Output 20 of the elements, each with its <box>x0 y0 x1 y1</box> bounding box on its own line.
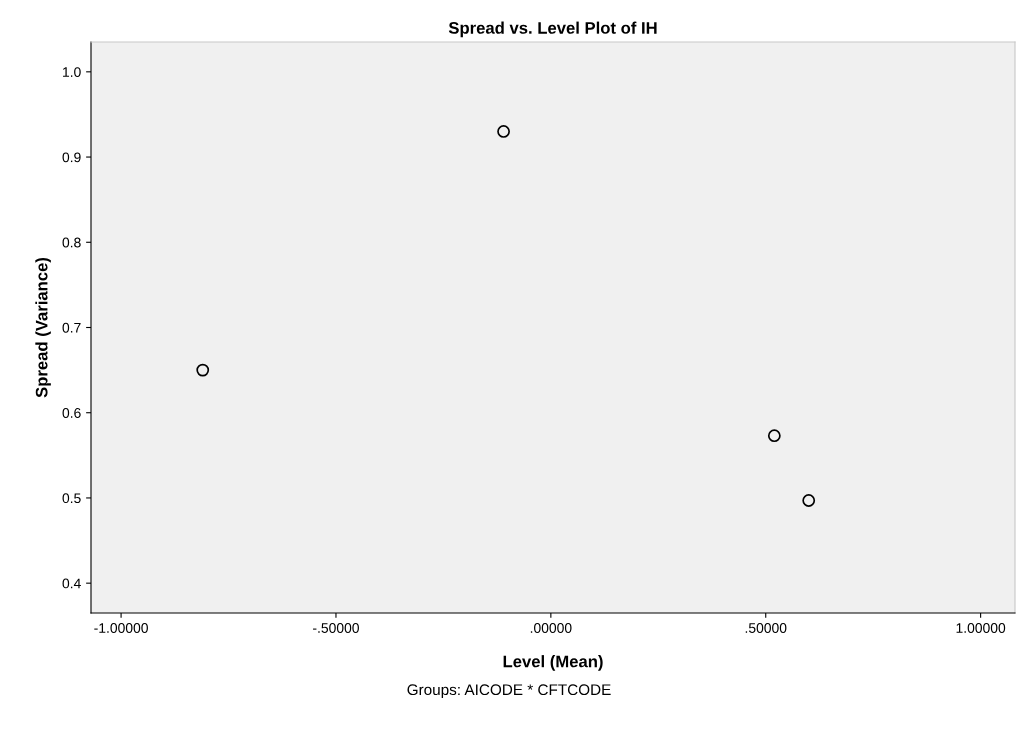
y-tick-label: 0.9 <box>62 152 81 163</box>
x-tick-label: .50000 <box>745 623 787 633</box>
y-tick-label: 0.4 <box>62 578 81 589</box>
y-tick-label: 1.0 <box>63 67 81 77</box>
point <box>196 363 210 377</box>
x-tick-label: .00000 <box>530 623 572 633</box>
y-tick-label: 0.5 <box>62 493 81 504</box>
x-tick-label: -1.00000 <box>94 623 148 633</box>
point <box>497 125 510 138</box>
point <box>802 494 816 507</box>
x-tick-label: -.50000 <box>313 623 359 633</box>
text: Groups: AICODE * CFTCODE <box>407 684 611 699</box>
point <box>767 429 781 443</box>
y-axis-title: Spread (Variance) <box>35 257 51 398</box>
chart-title: Spread vs. Level Plot of IH <box>448 21 657 38</box>
x-axis-title: Level (Mean) <box>503 655 603 671</box>
y-tick-label: 0.8 <box>62 237 81 248</box>
y-tick-label: 0.7 <box>62 322 81 333</box>
x-tick-label: 1.00000 <box>956 623 1006 633</box>
y-tick-label: 0.6 <box>62 408 81 418</box>
